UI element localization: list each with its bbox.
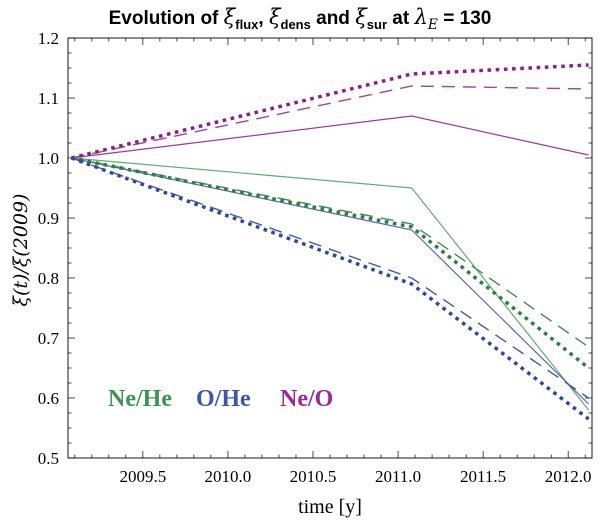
x-tick-label: 2011.0: [375, 467, 421, 486]
x-tick-label: 2011.5: [460, 467, 506, 486]
x-tick-label: 2009.5: [119, 467, 166, 486]
y-tick-label: 1.0: [38, 149, 59, 168]
legend-label-o-he: O/He: [196, 386, 251, 412]
title-subscript-sur: sur: [366, 17, 388, 32]
title-text: and: [310, 8, 356, 29]
title-subscript-flux: flux: [235, 17, 259, 32]
x-axis-label: time [y]: [298, 496, 362, 518]
x-tick-label: 2012.0: [545, 467, 592, 486]
title-subscript-E: E: [427, 17, 439, 33]
y-tick-label: 0.6: [38, 389, 59, 408]
y-tick-label: 0.5: [38, 449, 59, 468]
y-tick-label: 0.7: [38, 329, 60, 348]
series-line-o-he-sur: [70, 156, 590, 421]
series-line-o-he-dens: [71, 157, 589, 399]
lambda-symbol: λ: [414, 5, 428, 29]
y-tick-label: 1.2: [38, 29, 59, 48]
chart-title: Evolution of ξflux, ξdens and ξsur at λE…: [0, 5, 600, 33]
x-tick-label: 2010.0: [205, 467, 252, 486]
xi-symbol: ξ: [355, 5, 367, 29]
y-tick-label: 0.9: [38, 209, 59, 228]
x-tick-label: 2010.5: [290, 467, 337, 486]
series-line-ne-o-sur: [70, 63, 589, 160]
series-line-ne-he-flux: [71, 157, 590, 411]
xi-symbol: ξ: [268, 5, 281, 29]
y-tick-label: 0.8: [38, 269, 59, 288]
series-line-ne-he-sur: [71, 156, 590, 370]
series-line-ne-o-dens: [71, 85, 589, 159]
title-text: ,: [258, 8, 269, 29]
series-line-o-he-flux: [71, 157, 590, 405]
title-subscript-dens: dens: [280, 17, 311, 32]
series-line-ne-o-flux: [71, 115, 589, 159]
title-text: Evolution of: [108, 8, 224, 29]
xi-symbol: ξ: [223, 5, 236, 29]
title-text: at: [387, 8, 415, 29]
legend-label-ne-he: Ne/He: [108, 386, 172, 412]
legend-label-ne-o: Ne/O: [280, 386, 334, 412]
title-text: = 130: [438, 8, 492, 29]
y-axis-label: ξ(t)/ξ(2009): [10, 193, 32, 307]
y-tick-label: 1.1: [38, 89, 59, 108]
